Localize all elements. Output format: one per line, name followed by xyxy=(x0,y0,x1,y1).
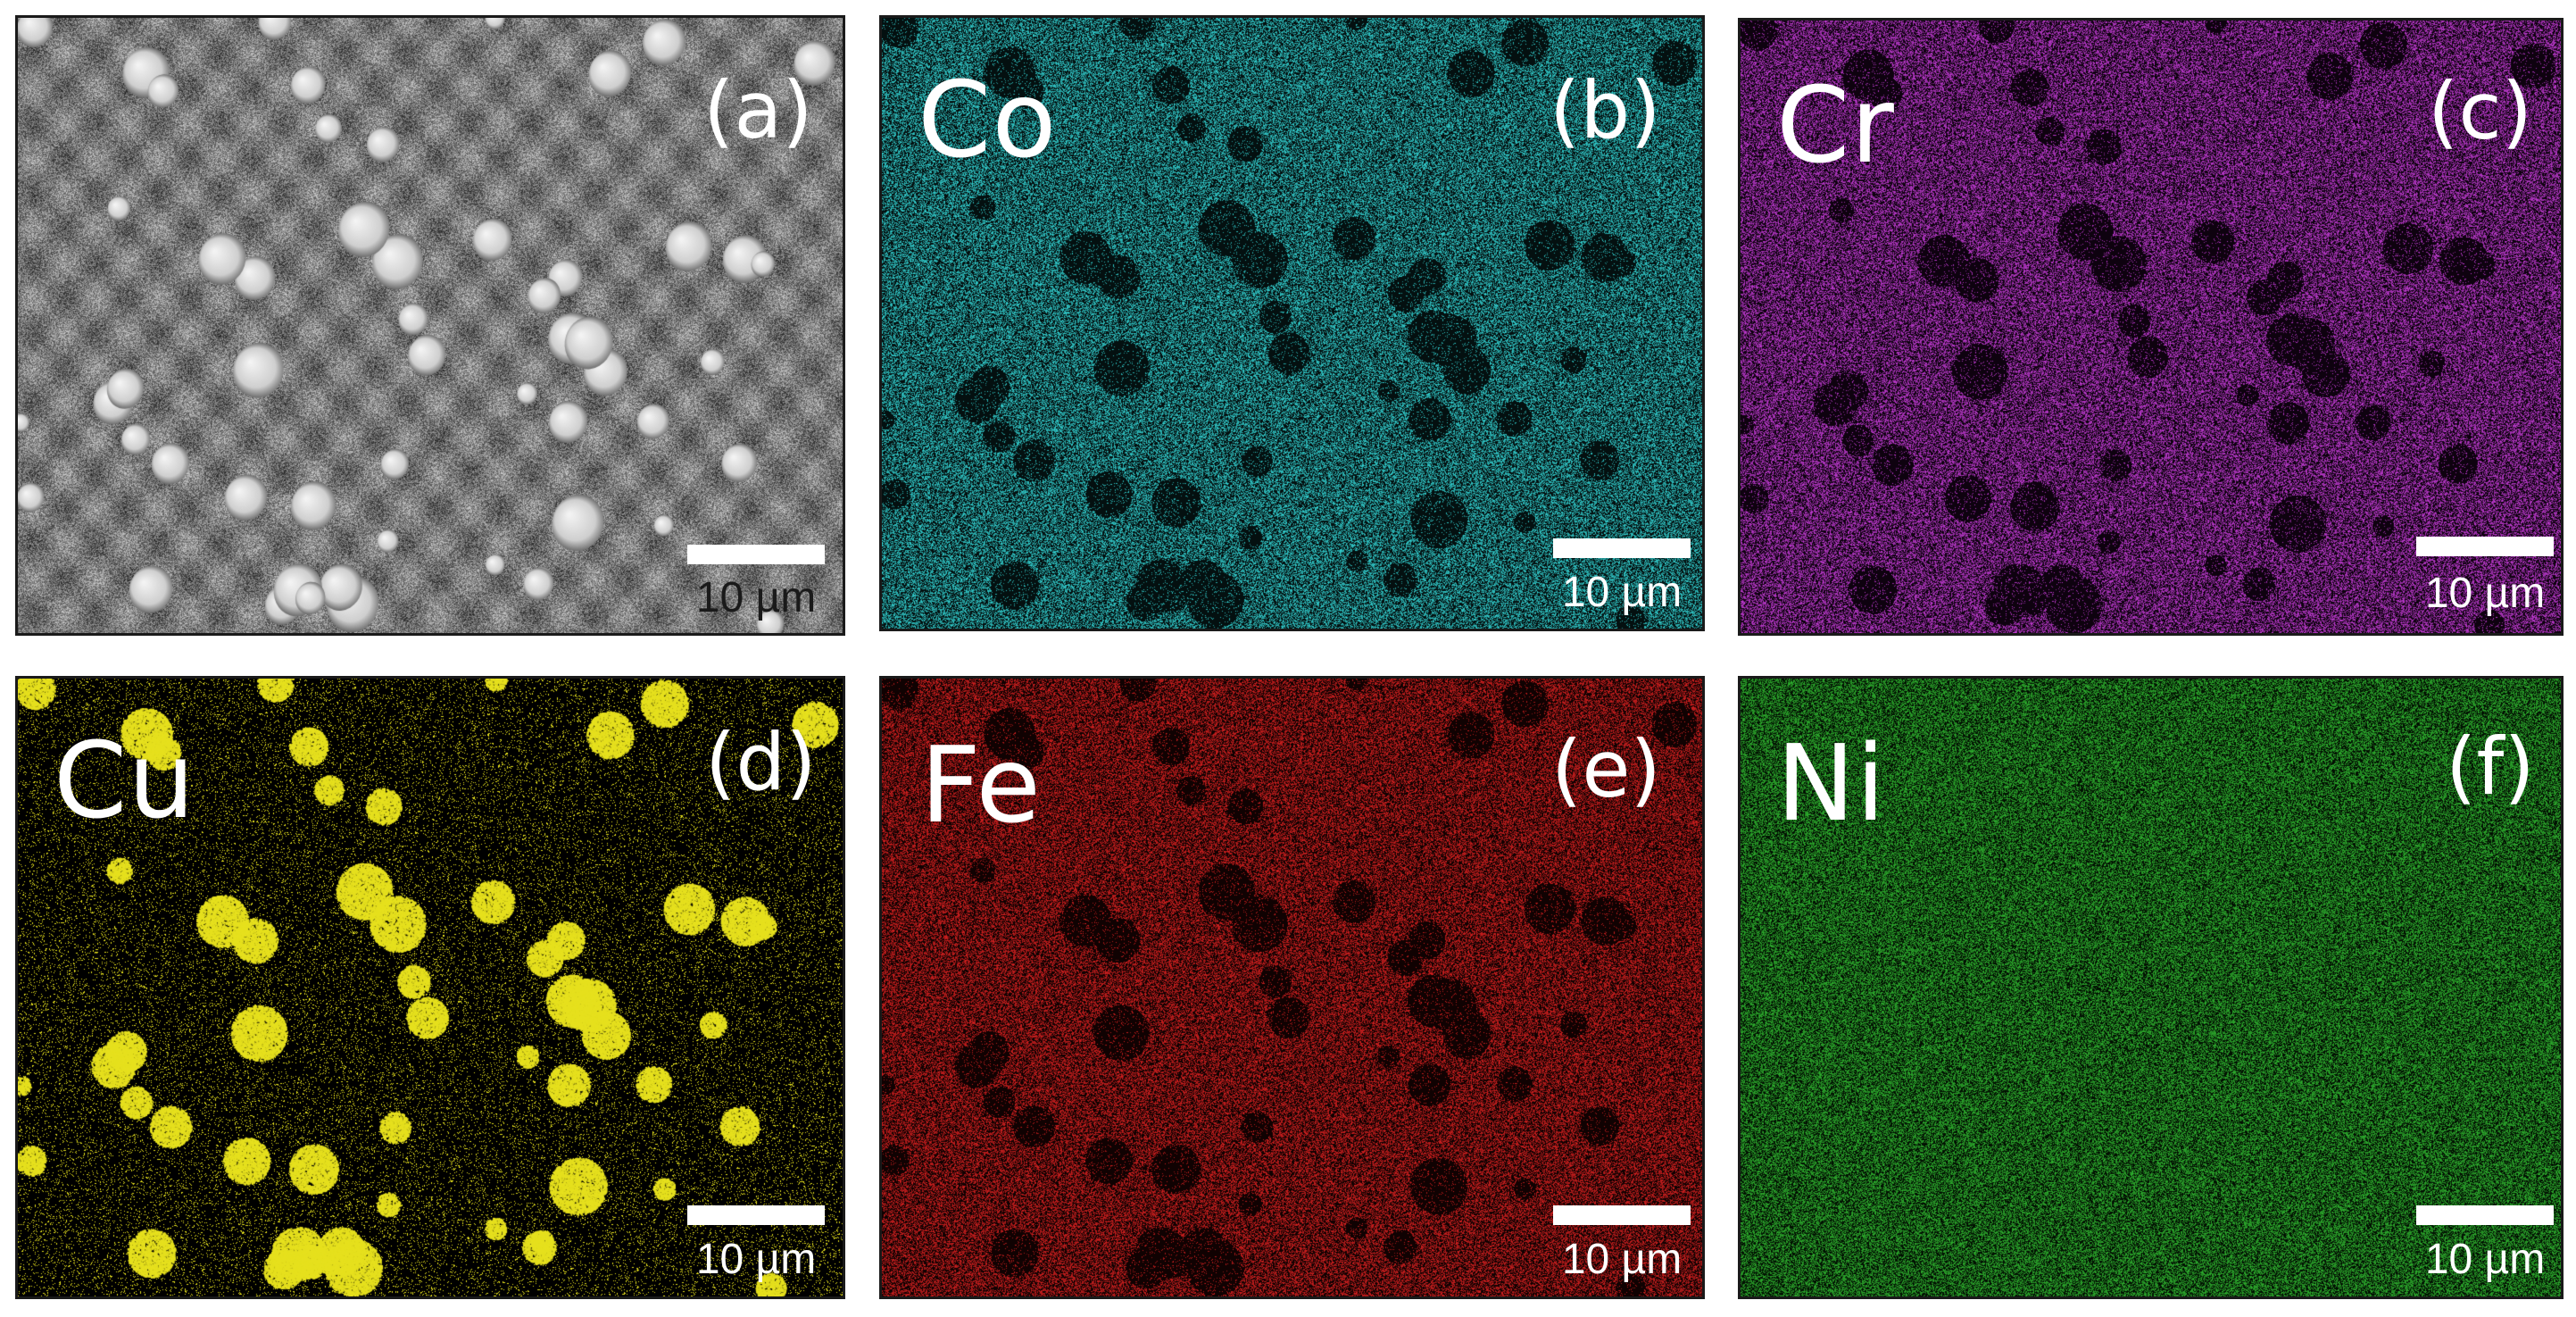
scale-bar xyxy=(1553,1205,1691,1225)
scale-bar xyxy=(2416,1205,2554,1225)
panel-e-fe-map: Fe (e) 10 µm xyxy=(879,676,1705,1299)
panel-label: (d) xyxy=(705,716,817,808)
panel-label: (f) xyxy=(2446,721,2535,813)
scale-bar-label: 10 µm xyxy=(695,1236,817,1283)
cu-elemental-map xyxy=(18,679,843,1296)
scale-bar xyxy=(687,545,825,564)
element-label: Co xyxy=(918,58,1058,181)
panel-d-cu-map: Cu (d) 10 µm xyxy=(15,676,845,1299)
panel-label: (c) xyxy=(2428,65,2533,157)
co-elemental-map xyxy=(882,18,1702,629)
cr-elemental-map xyxy=(1741,21,2561,633)
scale-bar-label: 10 µm xyxy=(695,574,817,621)
panel-label: (b) xyxy=(1550,64,1661,156)
fe-elemental-map xyxy=(882,679,1702,1296)
panel-f-ni-map: Ni (f) 10 µm xyxy=(1738,676,2564,1299)
panel-a-sem-image: (a) 10 µm xyxy=(15,15,845,636)
scale-bar xyxy=(2416,537,2554,556)
sem-micrograph xyxy=(18,18,843,633)
element-label: Cr xyxy=(1776,63,1895,187)
scale-bar-label: 10 µm xyxy=(2424,1236,2546,1283)
element-label: Fe xyxy=(920,723,1043,846)
scale-bar-label: 10 µm xyxy=(2424,570,2546,617)
panel-b-co-map: Co (b) 10 µm xyxy=(879,15,1705,631)
scale-bar-label: 10 µm xyxy=(1561,1236,1683,1283)
panel-label: (a) xyxy=(703,64,813,156)
element-label: Cu xyxy=(54,719,196,842)
panel-c-cr-map: Cr (c) 10 µm xyxy=(1738,18,2564,636)
ni-elemental-map xyxy=(1741,679,2561,1296)
scale-bar-label: 10 µm xyxy=(1561,569,1683,616)
panel-label: (e) xyxy=(1551,723,1661,815)
element-label: Ni xyxy=(1776,721,1887,845)
scale-bar xyxy=(1553,538,1691,558)
scale-bar xyxy=(687,1205,825,1225)
